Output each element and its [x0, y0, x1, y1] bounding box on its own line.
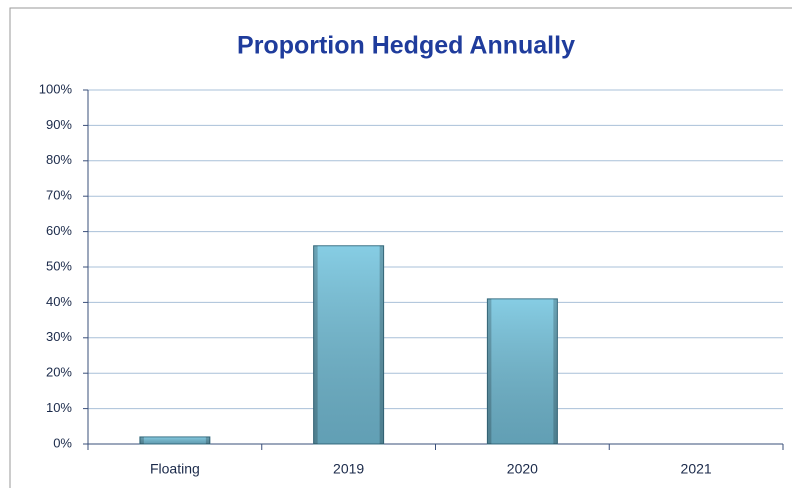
bar-shade	[487, 298, 558, 444]
bar-edge	[139, 436, 144, 444]
y-tick-label: 90%	[46, 117, 72, 132]
y-tick-label: 50%	[46, 258, 72, 273]
bar-edge	[553, 298, 558, 444]
y-tick-label: 20%	[46, 365, 72, 380]
chart-title: Proportion Hedged Annually	[237, 32, 575, 60]
bar-edge	[379, 245, 384, 444]
y-tick-label: 70%	[46, 188, 72, 203]
y-tick-label: 80%	[46, 152, 72, 167]
bar-edge	[487, 298, 492, 444]
y-tick-label: 30%	[46, 329, 72, 344]
bar-edge	[205, 436, 210, 444]
y-tick-label: 40%	[46, 294, 72, 309]
x-tick-label: 2019	[333, 461, 364, 477]
bar-edge	[313, 245, 318, 444]
x-tick-label: 2021	[681, 461, 712, 477]
y-tick-label: 100%	[39, 81, 73, 96]
x-tick-label: Floating	[150, 461, 200, 477]
y-tick-label: 60%	[46, 223, 72, 238]
bar-shade	[313, 245, 384, 444]
chart-frame	[9, 7, 792, 488]
x-tick-label: 2020	[507, 461, 538, 477]
y-tick-label: 0%	[53, 435, 72, 450]
bar-shade	[139, 436, 210, 444]
y-tick-label: 10%	[46, 400, 72, 415]
